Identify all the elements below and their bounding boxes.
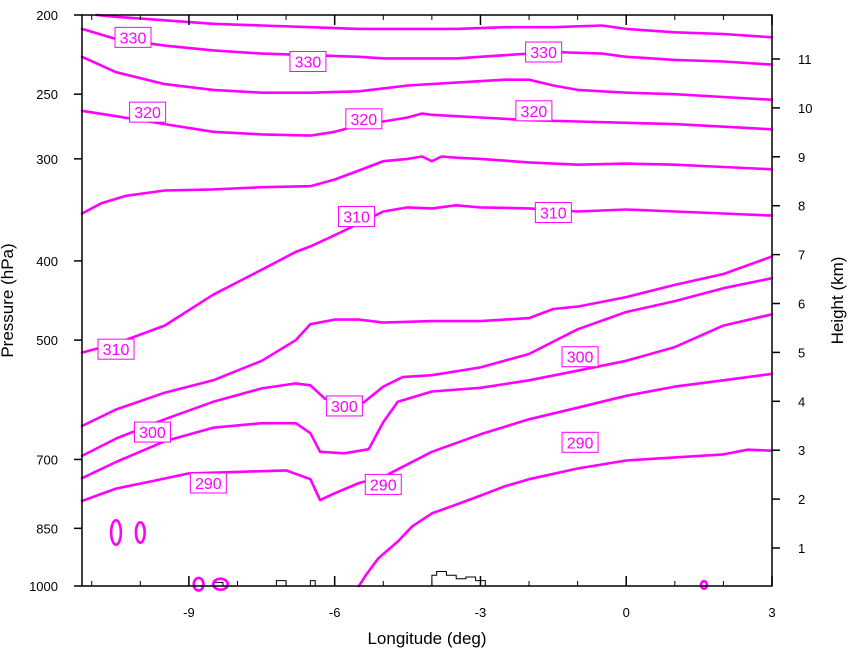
y-tick-label: 250	[36, 87, 58, 102]
terrain-outline	[212, 571, 486, 587]
contour-label-12: 290	[567, 435, 594, 452]
surface-contour-1	[211, 577, 230, 592]
y-tick-label: 200	[36, 8, 58, 23]
y2-tick-label: 5	[798, 345, 805, 360]
contour-label-box-1	[289, 50, 327, 72]
y-tick-label: 500	[36, 333, 58, 348]
contour-label-13: 290	[195, 476, 222, 493]
contour-labels: 330 330 330 320 320 320 310 310 310 300 300 300 290 2…	[97, 26, 599, 495]
contour-320-6	[80, 109, 774, 137]
contour-label-box-4	[345, 108, 383, 130]
y-tick-label: 700	[36, 452, 58, 467]
y-axis-right: 1 2 3 4 5 6 7 8 9 10 11	[772, 52, 812, 556]
contour-label-box-7	[534, 202, 572, 224]
contour-label-2: 330	[530, 45, 557, 62]
contour-label-6: 310	[343, 210, 370, 227]
y-tick-label: 850	[36, 521, 58, 536]
contour-label-box-10	[325, 395, 363, 417]
contour-label-box-3	[129, 101, 167, 123]
contour-310-5	[80, 155, 774, 215]
contour-label-4: 320	[350, 112, 377, 129]
y2-tick-label: 7	[798, 248, 805, 263]
y2-tick-label: 3	[798, 443, 805, 458]
x-tick-label: -6	[329, 605, 341, 620]
y2-tick-label: 11	[798, 52, 812, 67]
contour-label-box-14	[364, 473, 402, 495]
contour-320-7	[80, 55, 774, 102]
contour-310-4	[80, 204, 774, 354]
contour-label-8: 310	[103, 342, 130, 359]
y2-tick-label: 4	[798, 394, 805, 409]
contour-label-box-0	[114, 26, 152, 48]
surface-contour-0	[192, 576, 205, 592]
closed-contour-0	[109, 519, 123, 546]
x-axis: -9 -6 -3 0 3	[91, 15, 776, 620]
contour-label-9: 300	[567, 350, 594, 367]
contour-label-box-6	[338, 206, 376, 228]
x-axis-title: Longitude (deg)	[367, 629, 486, 648]
contour-label-box-2	[525, 41, 563, 63]
y2-tick-label: 10	[798, 101, 812, 116]
contour-330-8	[80, 27, 774, 66]
y-axis-title: Pressure (hPa)	[0, 243, 17, 357]
contour-label-box-9	[561, 346, 599, 368]
contour-label-box-12	[561, 431, 599, 453]
contour-lines	[80, 13, 774, 588]
closed-contour-1	[134, 521, 146, 544]
y-axis-left: 200 250 300 400 500 700 850 1000	[29, 8, 82, 594]
x-tick-label: -3	[475, 605, 487, 620]
contour-300-3	[80, 255, 774, 428]
contour-label-10: 300	[331, 399, 358, 416]
y2-tick-label: 8	[798, 199, 805, 214]
contour-label-box-11	[133, 421, 171, 443]
plot-area-frame	[81, 14, 773, 587]
y2-tick-label: 9	[798, 150, 805, 165]
contour-300-2	[80, 276, 774, 458]
surface-contour-2	[699, 579, 709, 591]
contour-label-7: 310	[540, 206, 567, 223]
contour-330-9	[95, 13, 774, 39]
contour-290-1	[80, 313, 774, 480]
x-tick-label: 0	[623, 605, 630, 620]
contour-label-box-8	[97, 338, 135, 360]
contour-290-0	[80, 372, 774, 503]
contour-label-box-13	[189, 472, 227, 494]
terrain	[192, 571, 709, 592]
x-tick-label: 3	[768, 605, 775, 620]
contour-label-5: 320	[521, 104, 548, 121]
y-tick-label: 1000	[29, 579, 58, 594]
y-tick-label: 300	[36, 152, 58, 167]
contour-label-box-5	[515, 100, 553, 122]
contour-label-1: 330	[295, 54, 322, 71]
x-tick-label: -9	[183, 605, 195, 620]
contour-label-14: 290	[370, 477, 397, 494]
y2-tick-label: 6	[798, 297, 805, 312]
y2-tick-label: 2	[798, 492, 805, 507]
contour-label-11: 300	[139, 425, 166, 442]
contour-label-0: 330	[120, 30, 147, 47]
y2-axis-title: Height (km)	[828, 257, 847, 345]
contour-290-10	[357, 448, 774, 588]
y-tick-label: 400	[36, 254, 58, 269]
contour-label-3: 320	[134, 105, 161, 122]
y2-tick-label: 1	[798, 541, 805, 556]
